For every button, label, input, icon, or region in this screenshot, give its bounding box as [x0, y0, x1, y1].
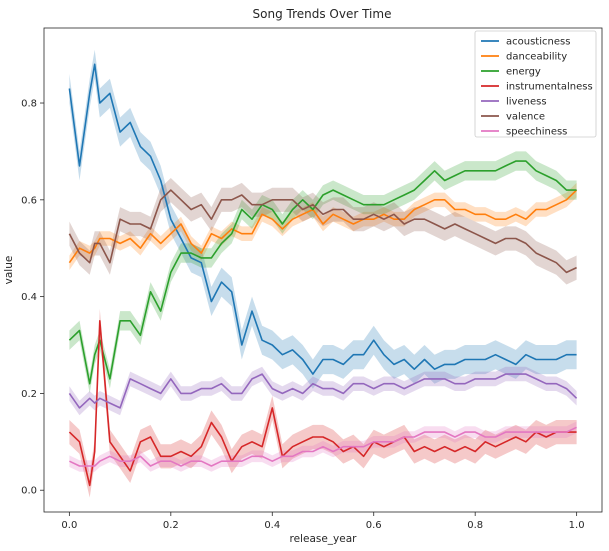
series-lines	[68, 63, 578, 487]
series-line-speechiness	[69, 426, 577, 467]
series-line-liveness	[68, 373, 578, 409]
band-instrumentalness	[69, 308, 577, 498]
legend-label-energy: energy	[506, 67, 541, 78]
series-line-danceability	[68, 189, 578, 264]
y-tick-label: 0.2	[21, 389, 37, 400]
band-liveness	[69, 366, 577, 416]
chart-title: Song Trends Over Time	[253, 7, 392, 21]
x-axis-label: release_year	[290, 533, 358, 545]
legend-label-liveness: liveness	[506, 97, 547, 108]
series-line-instrumentalness	[68, 319, 577, 487]
legend-box	[474, 30, 597, 138]
series-line-energy	[68, 160, 577, 385]
y-tick-label: 0.0	[21, 486, 37, 497]
series-line-valence	[68, 189, 577, 274]
x-tick-label: 0.0	[61, 520, 77, 531]
legend-label-acousticness: acousticness	[506, 37, 570, 48]
x-tick-label: 0.8	[467, 520, 483, 531]
legend-label-instrumentalness: instrumentalness	[506, 82, 593, 93]
x-tick-label: 1.0	[569, 520, 585, 531]
legend-label-speechiness: speechiness	[506, 127, 567, 138]
y-tick-label: 0.8	[21, 99, 37, 110]
y-tick-label: 0.4	[21, 292, 37, 303]
plot-frame	[43, 27, 603, 513]
y-tick-label: 0.6	[21, 195, 37, 206]
legend-label-valence: valence	[506, 112, 545, 123]
legend: acousticness danceability energy instrument…	[474, 30, 597, 138]
legend-label-danceability: danceability	[506, 52, 567, 63]
x-tick-label: 0.6	[366, 520, 382, 531]
y-axis: 0.0 0.2 0.4 0.6 0.8	[21, 99, 44, 497]
series-line-acousticness	[68, 63, 577, 375]
x-tick-label: 0.2	[163, 520, 179, 531]
x-tick-label: 0.4	[264, 520, 280, 531]
band-valence	[69, 178, 577, 285]
y-axis-label: value	[3, 256, 15, 285]
x-axis: 0.0 0.2 0.4 0.6 0.8 1.0	[61, 512, 585, 531]
